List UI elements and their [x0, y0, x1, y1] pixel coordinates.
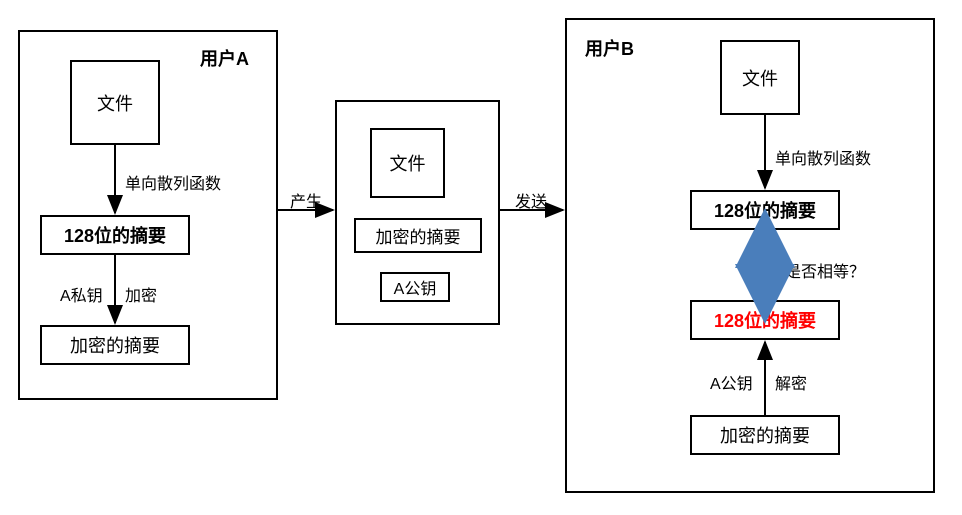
edge-a-key-label: A私钥 — [60, 282, 103, 306]
node-a-file-label: 文件 — [97, 90, 133, 116]
panel-user-a-title: 用户A — [200, 45, 249, 71]
node-b-enc-label: 加密的摘要 — [720, 422, 810, 448]
node-b-file-label: 文件 — [742, 65, 778, 91]
node-m-pubkey-label: A公钥 — [394, 275, 437, 299]
edge-b-compare-label: 是否相等？ — [785, 258, 865, 282]
edge-send-label: 发送 — [515, 188, 547, 212]
node-b-digest1-label: 128位的摘要 — [714, 197, 816, 223]
node-m-file-label: 文件 — [390, 150, 426, 176]
node-m-enc: 加密的摘要 — [354, 218, 482, 253]
edge-b-key-label: A公钥 — [710, 370, 753, 394]
node-a-enc-label: 加密的摘要 — [70, 332, 160, 358]
node-a-file: 文件 — [70, 60, 160, 145]
edge-b-hash-label: 单向散列函数 — [775, 145, 871, 169]
node-b-digest2-label: 128位的摘要 — [714, 307, 816, 333]
node-b-file: 文件 — [720, 40, 800, 115]
node-m-enc-label: 加密的摘要 — [376, 223, 461, 248]
node-a-digest-label: 128位的摘要 — [64, 222, 166, 248]
node-b-enc: 加密的摘要 — [690, 415, 840, 455]
edge-produce-label: 产生 — [290, 188, 322, 212]
edge-a-hash-label: 单向散列函数 — [125, 170, 221, 194]
node-b-digest2: 128位的摘要 — [690, 300, 840, 340]
edge-b-decrypt-label: 解密 — [775, 370, 807, 394]
panel-user-b-title: 用户B — [585, 35, 634, 61]
node-a-enc: 加密的摘要 — [40, 325, 190, 365]
edge-a-encrypt-label: 加密 — [125, 282, 157, 306]
node-a-digest: 128位的摘要 — [40, 215, 190, 255]
node-m-file: 文件 — [370, 128, 445, 198]
node-b-digest1: 128位的摘要 — [690, 190, 840, 230]
node-m-pubkey: A公钥 — [380, 272, 450, 302]
